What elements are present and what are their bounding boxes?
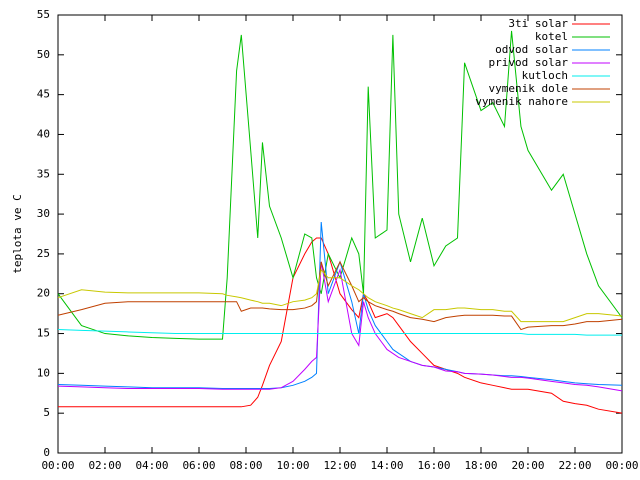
y-tick-label: 40 xyxy=(37,127,50,140)
series-line xyxy=(57,268,623,323)
y-tick-label: 30 xyxy=(37,207,50,220)
y-tick-label: 0 xyxy=(43,446,50,459)
x-tick-label: 00:00 xyxy=(605,459,638,472)
x-tick-label: 22:00 xyxy=(558,459,591,472)
x-tick-label: 10:00 xyxy=(276,459,309,472)
x-tick-label: 14:00 xyxy=(370,459,403,472)
x-tick-label: 02:00 xyxy=(88,459,121,472)
series-line xyxy=(57,30,623,340)
x-tick-label: 00:00 xyxy=(41,459,74,472)
y-tick-label: 10 xyxy=(37,366,50,379)
legend-label: odvod solar xyxy=(495,43,568,56)
x-tick-label: 04:00 xyxy=(135,459,168,472)
x-tick-label: 08:00 xyxy=(229,459,262,472)
y-tick-label: 5 xyxy=(43,406,50,419)
legend-label: vymenik dole xyxy=(489,82,568,95)
legend-label: kutloch xyxy=(522,69,568,82)
y-tick-label: 50 xyxy=(37,48,50,61)
series-line xyxy=(57,329,622,336)
y-tick-label: 15 xyxy=(37,327,50,340)
x-tick-label: 18:00 xyxy=(464,459,497,472)
y-tick-label: 20 xyxy=(37,287,50,300)
series-line xyxy=(57,222,623,389)
legend-label: 3ti solar xyxy=(508,17,568,30)
x-tick-label: 06:00 xyxy=(182,459,215,472)
series-line xyxy=(58,237,623,414)
y-tick-label: 25 xyxy=(37,247,50,260)
y-tick-label: 55 xyxy=(37,8,50,21)
series-line xyxy=(57,261,623,392)
y-tick-label: 45 xyxy=(37,88,50,101)
y-axis-label: teplota ve C xyxy=(11,194,24,273)
legend-label: kotel xyxy=(535,30,568,43)
x-tick-label: 20:00 xyxy=(511,459,544,472)
series-line xyxy=(57,260,623,331)
legend-label: vymenik nahore xyxy=(475,95,568,108)
y-tick-label: 35 xyxy=(37,167,50,180)
legend-label: privod solar xyxy=(489,56,569,69)
x-tick-label: 16:00 xyxy=(417,459,450,472)
x-tick-label: 12:00 xyxy=(323,459,356,472)
